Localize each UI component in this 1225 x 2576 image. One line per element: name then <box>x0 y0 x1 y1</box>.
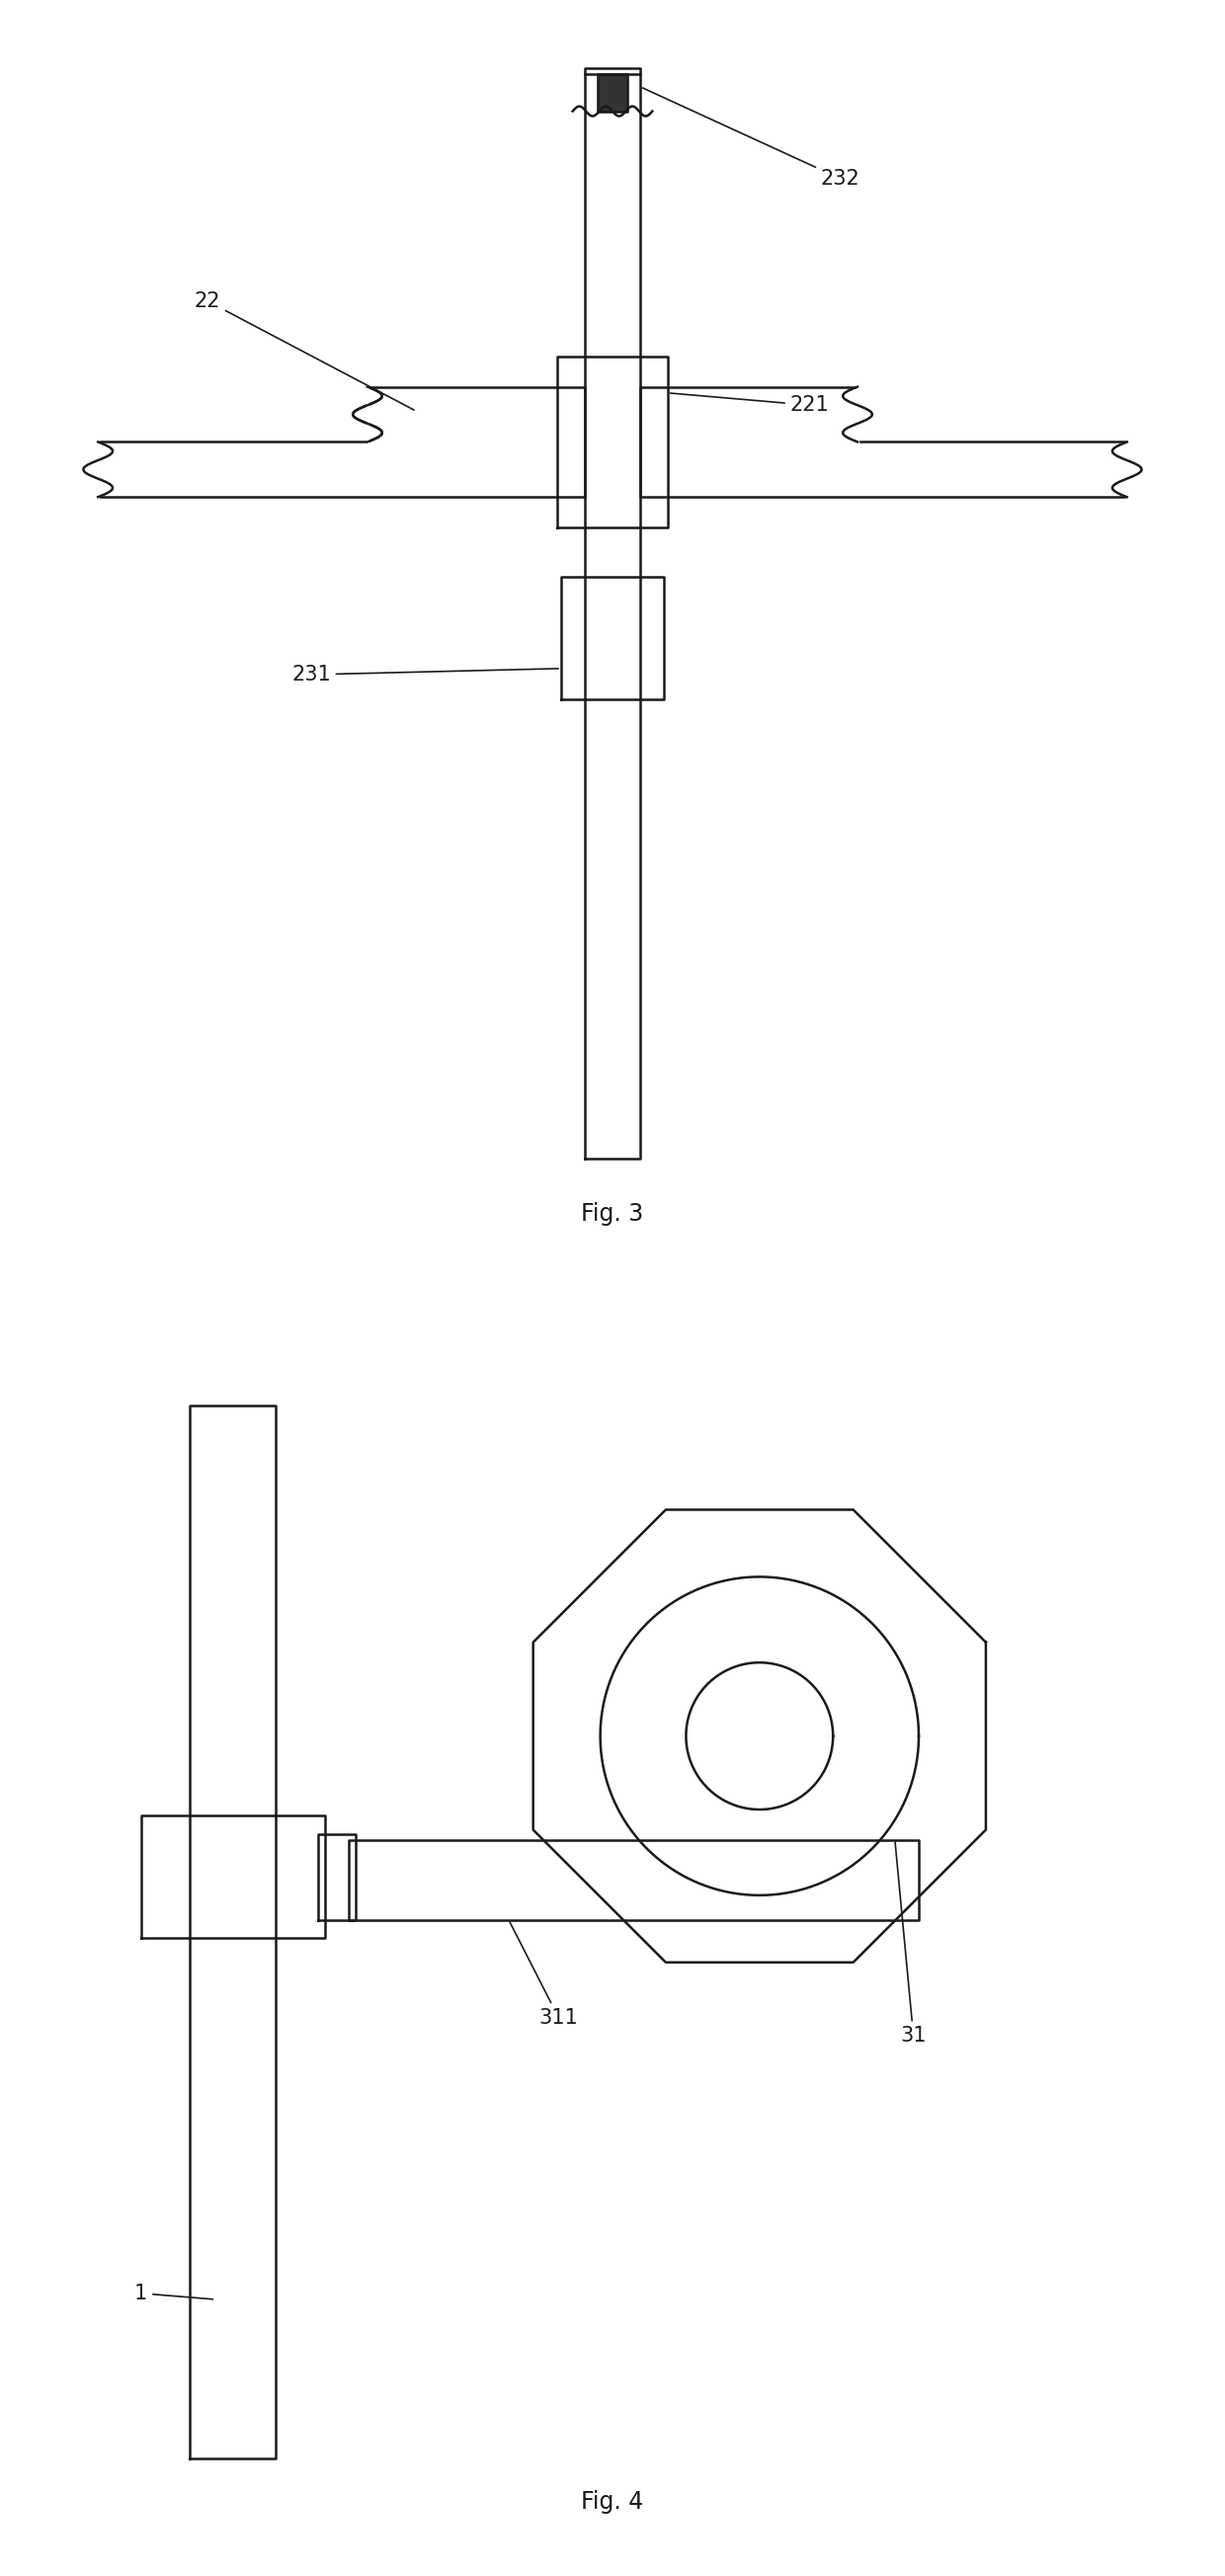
Text: 1: 1 <box>135 2282 213 2303</box>
Text: 231: 231 <box>292 665 559 685</box>
Text: 221: 221 <box>670 394 829 415</box>
Text: 22: 22 <box>195 291 414 410</box>
Text: Fig. 3: Fig. 3 <box>581 1200 644 1226</box>
Text: 311: 311 <box>510 1922 578 2027</box>
Text: Fig. 4: Fig. 4 <box>581 2488 644 2514</box>
Text: 31: 31 <box>895 1842 926 2045</box>
Polygon shape <box>598 75 627 111</box>
Text: 232: 232 <box>643 88 860 188</box>
